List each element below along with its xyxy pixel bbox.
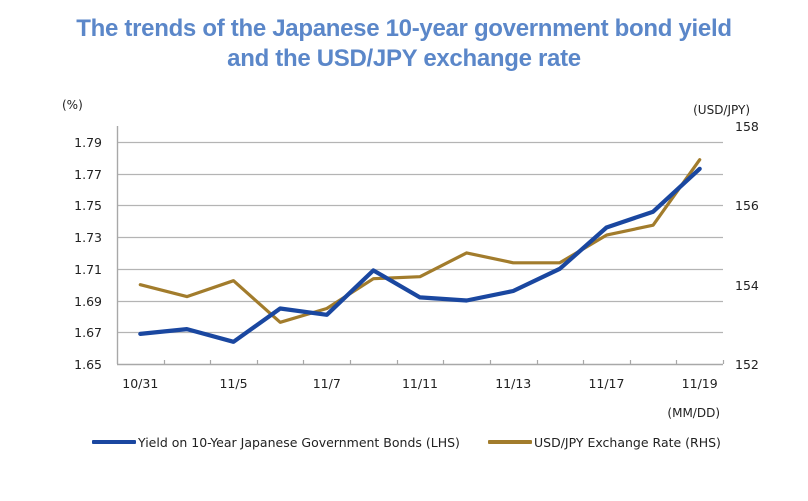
left-axis-unit-label: (%)	[62, 98, 83, 112]
chart-title: The trends of the Japanese 10-year gover…	[0, 14, 808, 74]
axes	[116, 126, 725, 366]
chart-title-line-1: The trends of the Japanese 10-year gover…	[76, 15, 732, 42]
x-axis-tick-label: 11/7	[313, 376, 341, 391]
x-axis-tick-label: 11/11	[402, 376, 438, 391]
legend-label-jgb-yield: Yield on 10-Year Japanese Government Bon…	[138, 434, 460, 450]
legend-swatch-usdjpy	[488, 440, 532, 444]
right-axis-tick-label: 158	[735, 119, 759, 134]
right-axis-tick-label: 152	[735, 357, 759, 372]
x-axis-tick-labels: 10/31 11/5 11/7 11/11 11/13 11/17 11/19	[122, 376, 717, 391]
right-axis-tick-label: 156	[735, 198, 759, 213]
left-axis-tick-labels: 1.65 1.67 1.69 1.71 1.73 1.75 1.77 1.79	[74, 135, 102, 372]
x-axis-tick-label: 11/17	[588, 376, 624, 391]
chart-title-line-2: and the USD/JPY exchange rate	[227, 45, 581, 72]
left-axis-tick-label: 1.71	[74, 262, 102, 277]
series-line-jgb-yield	[138, 166, 702, 344]
legend-item-jgb-yield: Yield on 10-Year Japanese Government Bon…	[92, 433, 460, 451]
series-lines	[138, 158, 702, 344]
left-axis-tick-label: 1.73	[74, 230, 102, 245]
right-axis-tick-labels: 152 154 156 158	[735, 119, 759, 372]
legend-swatch-jgb-yield	[92, 440, 136, 444]
x-axis-tick-label: 11/5	[219, 376, 247, 391]
x-axis-tick-label: 10/31	[122, 376, 158, 391]
x-axis-tick-label: 11/19	[682, 376, 718, 391]
x-axis-tick-label: 11/13	[495, 376, 531, 391]
left-axis-tick-label: 1.75	[74, 198, 102, 213]
right-axis-tick-label: 154	[735, 278, 759, 293]
left-axis-tick-label: 1.79	[74, 135, 102, 150]
left-axis-tick-label: 1.77	[74, 167, 102, 182]
gridlines	[117, 141, 723, 334]
legend-item-usdjpy: USD/JPY Exchange Rate (RHS)	[488, 433, 721, 451]
x-axis-unit-label: (MM/DD)	[667, 406, 720, 420]
legend-label-usdjpy: USD/JPY Exchange Rate (RHS)	[534, 434, 721, 450]
right-axis-unit-label: (USD/JPY)	[693, 103, 750, 117]
left-axis-tick-label: 1.69	[74, 294, 102, 309]
left-axis-tick-label: 1.65	[74, 357, 102, 372]
left-axis-tick-label: 1.67	[74, 325, 102, 340]
